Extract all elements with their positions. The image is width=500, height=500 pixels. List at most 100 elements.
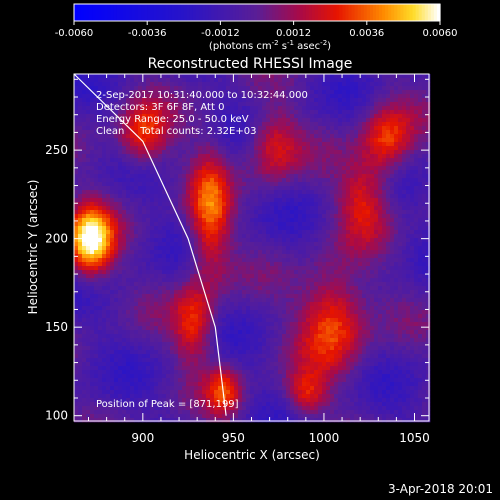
heatmap-cell bbox=[354, 238, 359, 243]
heatmap-cell bbox=[418, 242, 423, 247]
heatmap-cell bbox=[398, 130, 403, 135]
heatmap-cell bbox=[170, 170, 175, 175]
heatmap-cell bbox=[270, 242, 275, 247]
heatmap-cell bbox=[242, 210, 247, 215]
heatmap-cell bbox=[418, 170, 423, 175]
heatmap-cell bbox=[126, 146, 131, 151]
heatmap-cell bbox=[410, 210, 415, 215]
heatmap-cell bbox=[90, 130, 95, 135]
heatmap-cell bbox=[390, 138, 395, 143]
heatmap-cell bbox=[282, 138, 287, 143]
heatmap-cell bbox=[198, 174, 203, 179]
heatmap-cell bbox=[230, 286, 235, 291]
heatmap-cell bbox=[306, 274, 311, 279]
heatmap-cell bbox=[414, 86, 419, 91]
heatmap-cell bbox=[238, 142, 243, 147]
heatmap-cell bbox=[122, 154, 127, 159]
heatmap-cell bbox=[114, 242, 119, 247]
heatmap-cell bbox=[402, 218, 407, 223]
heatmap-cell bbox=[138, 262, 143, 267]
heatmap-cell bbox=[426, 186, 431, 191]
heatmap-cell bbox=[338, 106, 343, 111]
heatmap-cell bbox=[374, 82, 379, 87]
heatmap-cell bbox=[366, 162, 371, 167]
heatmap-cell bbox=[374, 86, 379, 91]
heatmap-cell bbox=[246, 150, 251, 155]
heatmap-cell bbox=[258, 238, 263, 243]
heatmap-cell bbox=[234, 174, 239, 179]
heatmap-cell bbox=[138, 178, 143, 183]
heatmap-cell bbox=[226, 122, 231, 127]
heatmap-cell bbox=[338, 98, 343, 103]
heatmap-cell bbox=[214, 202, 219, 207]
heatmap-cell bbox=[122, 226, 127, 231]
heatmap-cell bbox=[314, 226, 319, 231]
heatmap-cell bbox=[94, 230, 99, 235]
heatmap-cell bbox=[238, 246, 243, 251]
heatmap-cell bbox=[290, 122, 295, 127]
heatmap-cell bbox=[406, 90, 411, 95]
colorbar-segment bbox=[101, 4, 106, 21]
heatmap-cell bbox=[394, 262, 399, 267]
heatmap-cell bbox=[90, 286, 95, 291]
heatmap-cell bbox=[118, 290, 123, 295]
heatmap-cell bbox=[322, 146, 327, 151]
heatmap-cell bbox=[234, 262, 239, 267]
heatmap-cell bbox=[90, 158, 95, 163]
heatmap-cell bbox=[246, 234, 251, 239]
heatmap-cell bbox=[406, 158, 411, 163]
heatmap-cell bbox=[198, 214, 203, 219]
heatmap-cell bbox=[322, 114, 327, 119]
heatmap-cell bbox=[286, 258, 291, 263]
colorbar-segment bbox=[400, 4, 404, 21]
heatmap-cell bbox=[270, 218, 275, 223]
heatmap-cell bbox=[290, 110, 295, 115]
heatmap-cell bbox=[190, 146, 195, 151]
heatmap-cell bbox=[406, 174, 411, 179]
heatmap-cell bbox=[362, 158, 367, 163]
heatmap-cell bbox=[90, 206, 95, 211]
colorbar-segment bbox=[421, 4, 426, 21]
heatmap-cell bbox=[310, 226, 315, 231]
heatmap-cell bbox=[106, 174, 111, 179]
heatmap-cell bbox=[202, 206, 207, 211]
heatmap-cell bbox=[402, 222, 407, 227]
heatmap-cell bbox=[338, 238, 343, 243]
heatmap-cell bbox=[78, 122, 83, 127]
heatmap-cell bbox=[122, 130, 127, 135]
heatmap-cell bbox=[270, 114, 275, 119]
heatmap-cell bbox=[418, 226, 423, 231]
heatmap-cell bbox=[298, 282, 303, 287]
heatmap-cell bbox=[190, 178, 195, 183]
heatmap-cell bbox=[342, 94, 347, 99]
colorbar-segment bbox=[165, 4, 170, 21]
heatmap-cell bbox=[386, 202, 391, 207]
heatmap-cell bbox=[202, 202, 207, 207]
heatmap-cell bbox=[330, 138, 335, 143]
heatmap-cell bbox=[118, 226, 123, 231]
heatmap-cell bbox=[110, 98, 115, 103]
heatmap-cell bbox=[386, 122, 391, 127]
heatmap-cell bbox=[138, 86, 143, 91]
colorbar-segment bbox=[119, 4, 124, 21]
heatmap-cell bbox=[86, 186, 91, 191]
heatmap-cell bbox=[318, 274, 323, 279]
heatmap-cell bbox=[242, 246, 247, 251]
heatmap-cell bbox=[254, 98, 259, 103]
heatmap-cell bbox=[146, 182, 151, 187]
heatmap-cell bbox=[306, 122, 311, 127]
heatmap-cell bbox=[342, 258, 347, 263]
heatmap-cell bbox=[278, 210, 283, 215]
heatmap-cell bbox=[254, 230, 259, 235]
heatmap-cell bbox=[246, 146, 251, 151]
heatmap-cell bbox=[134, 218, 139, 223]
heatmap-cell bbox=[318, 94, 323, 99]
heatmap-cell bbox=[362, 142, 367, 147]
heatmap-cell bbox=[414, 114, 419, 119]
heatmap-cell bbox=[350, 206, 355, 211]
heatmap-cell bbox=[366, 82, 371, 87]
heatmap-cell bbox=[82, 218, 87, 223]
heatmap-cell bbox=[354, 246, 359, 251]
heatmap-cell bbox=[146, 170, 151, 175]
